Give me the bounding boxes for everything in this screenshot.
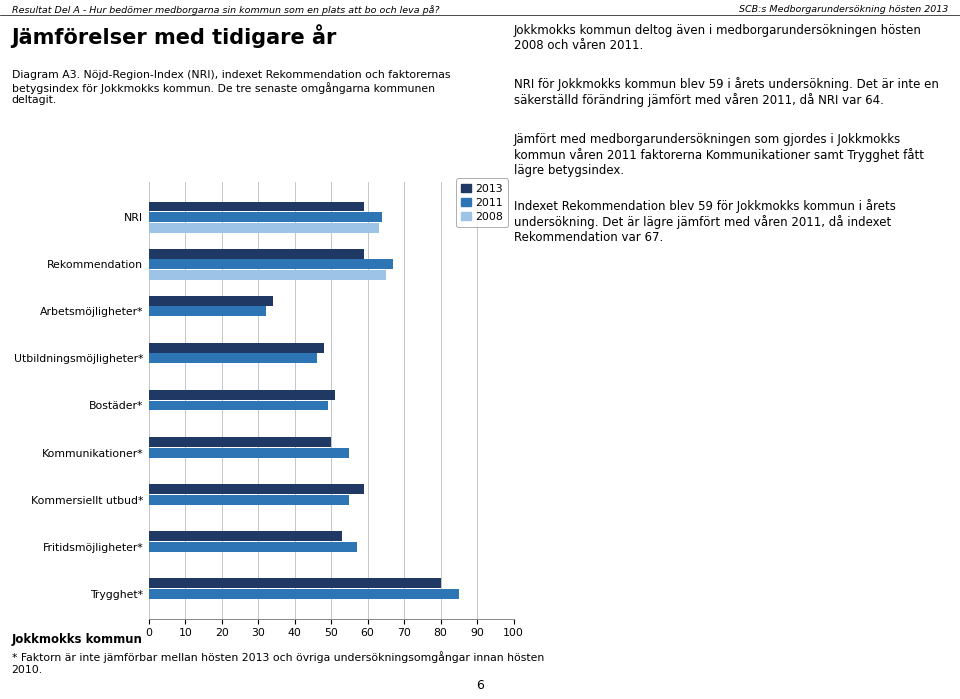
Bar (149, 296, 273, 305)
Text: Indexet Rekommendation blev 59 för Jokkmokks kommun i årets
undersökning. Det är: Indexet Rekommendation blev 59 för Jokkm… (514, 199, 896, 245)
Text: Jokkmokks kommun: Jokkmokks kommun (12, 633, 142, 646)
Bar (149, 306, 266, 316)
Text: Jämförelser med tidigare år: Jämförelser med tidigare år (12, 24, 337, 48)
Text: * Faktorn är inte jämförbar mellan hösten 2013 och övriga undersökningsomgångar : * Faktorn är inte jämförbar mellan höste… (12, 651, 543, 675)
Text: Diagram A3. Nöjd-Region-Index (NRI), indexet Rekommendation och faktorernas
bety: Diagram A3. Nöjd-Region-Index (NRI), ind… (12, 70, 450, 106)
Bar (149, 589, 459, 599)
Bar (149, 447, 349, 458)
Bar (149, 201, 364, 212)
Bar (149, 542, 357, 552)
Text: Jämfört med medborgarundersökningen som gjordes i Jokkmokks
kommun våren 2011 fa: Jämfört med medborgarundersökningen som … (514, 133, 924, 177)
Bar (149, 390, 335, 400)
Bar (149, 354, 317, 363)
Text: Jokkmokks kommun deltog även i medborgarundersökningen hösten
2008 och våren 201: Jokkmokks kommun deltog även i medborgar… (514, 24, 922, 52)
Bar (149, 578, 441, 588)
Bar (149, 270, 386, 280)
Bar (149, 437, 331, 447)
Bar (149, 212, 382, 222)
Bar (149, 531, 342, 541)
Bar (149, 401, 327, 410)
Bar (149, 223, 378, 233)
Text: SCB:s Medborgarundersökning hösten 2013: SCB:s Medborgarundersökning hösten 2013 (739, 5, 948, 14)
Bar (149, 343, 324, 353)
Bar (149, 495, 349, 505)
Bar (149, 249, 364, 259)
Bar (149, 484, 364, 494)
Text: Resultat Del A - Hur bedömer medborgarna sin kommun som en plats att bo och leva: Resultat Del A - Hur bedömer medborgarna… (12, 5, 439, 15)
Text: NRI för Jokkmokks kommun blev 59 i årets undersökning. Det är inte en
säkerställ: NRI för Jokkmokks kommun blev 59 i årets… (514, 77, 939, 107)
Legend: 2013, 2011, 2008: 2013, 2011, 2008 (455, 178, 508, 227)
Text: 6: 6 (476, 679, 484, 692)
Bar (149, 259, 394, 269)
